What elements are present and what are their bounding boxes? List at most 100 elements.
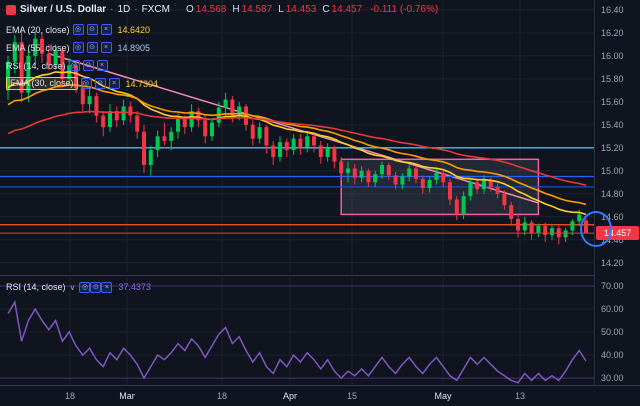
indicator-label[interactable]: EMA (30, close) xyxy=(6,77,78,90)
candle-body xyxy=(284,142,289,151)
candle-body xyxy=(264,127,269,146)
candle-body xyxy=(427,179,432,189)
candle-body xyxy=(108,111,112,128)
ema-line xyxy=(7,84,587,206)
pane-divider[interactable] xyxy=(0,275,640,276)
interval-label[interactable]: 1D xyxy=(117,4,131,15)
candle-body xyxy=(162,136,167,141)
price-chart-canvas[interactable] xyxy=(0,0,594,273)
candle-body xyxy=(87,96,92,105)
candle-body xyxy=(128,106,133,116)
rsi-icon-cluster: ◎ ⊙ × xyxy=(79,281,113,293)
candle-body xyxy=(393,175,398,185)
candle-body xyxy=(6,61,10,91)
candle-body xyxy=(101,115,106,128)
candle-body xyxy=(516,219,520,231)
indicator-label[interactable]: RSI (14, close) xyxy=(6,60,66,71)
symbol-title[interactable]: Silver / U.S. Dollar xyxy=(20,4,107,15)
price-axis-label: 14.60 xyxy=(601,211,624,222)
time-axis-label: Apr xyxy=(282,391,298,401)
rsi-axis-label: 40.00 xyxy=(601,350,624,361)
candle-body xyxy=(60,50,65,79)
close-icon[interactable]: × xyxy=(100,42,112,53)
indicator-label[interactable]: EMA (20, close) xyxy=(6,24,70,35)
close-icon[interactable]: × xyxy=(96,60,108,71)
candle-body xyxy=(543,225,548,236)
candle-body xyxy=(46,53,51,66)
exchange-label: FXCM xyxy=(141,4,170,15)
time-axis[interactable]: 18 Mar 18 Apr 15 May 13 xyxy=(0,386,640,406)
candle-body xyxy=(196,111,201,121)
close-icon[interactable]: × xyxy=(108,78,120,89)
price-axis-label: 14.80 xyxy=(601,188,624,199)
candle-body xyxy=(257,127,262,139)
candle-body xyxy=(135,115,140,132)
candle-body xyxy=(550,228,554,236)
eye-icon[interactable]: ◎ xyxy=(72,42,84,53)
candle-body xyxy=(529,222,534,233)
candle-body xyxy=(325,147,330,158)
candle-body xyxy=(536,225,541,233)
candle-body xyxy=(380,165,384,175)
candle-body xyxy=(176,119,180,132)
candle-body xyxy=(182,119,187,128)
gear-icon[interactable]: ⊙ xyxy=(90,282,102,293)
rsi-axis-label: 60.00 xyxy=(601,304,624,314)
high-label: H xyxy=(232,4,240,15)
low-value: 14.453 xyxy=(285,4,317,15)
price-axis-label: 16.00 xyxy=(601,50,624,61)
candle-body xyxy=(420,178,425,189)
time-axis-label: 18 xyxy=(64,391,76,401)
high-value: 14.587 xyxy=(241,4,273,15)
candle-body xyxy=(114,111,119,121)
candle-body xyxy=(203,120,208,137)
indicator-label[interactable]: EMA (55, close) xyxy=(6,42,70,53)
rsi-label[interactable]: RSI (14, close) xyxy=(6,282,66,292)
rsi-chart-canvas[interactable] xyxy=(0,277,594,385)
close-icon[interactable]: × xyxy=(100,24,112,35)
symbol-icon xyxy=(6,4,16,15)
candle-body xyxy=(339,161,344,174)
separator: · xyxy=(134,4,138,15)
eye-icon[interactable]: ◎ xyxy=(72,24,84,35)
separator: · xyxy=(110,4,114,15)
candle-body xyxy=(346,168,350,174)
candle-body xyxy=(461,196,466,215)
candle-body xyxy=(40,38,44,54)
candle-body xyxy=(230,99,235,116)
candle-body xyxy=(210,122,214,137)
candle-body xyxy=(53,50,58,66)
candle-body xyxy=(468,182,473,197)
indicator-value: 14.7304 xyxy=(125,78,159,89)
open-label: O xyxy=(185,4,194,15)
eye-icon[interactable]: ◎ xyxy=(79,282,91,293)
chevron-down-icon[interactable]: ∨ xyxy=(69,282,76,292)
gear-icon[interactable]: ⊙ xyxy=(86,42,98,53)
close-icon[interactable]: × xyxy=(101,282,113,293)
gear-icon[interactable]: ⊙ xyxy=(86,24,98,35)
candle-body xyxy=(448,182,452,200)
time-axis-label: 13 xyxy=(514,391,526,401)
price-axis[interactable]: 14.457 16.40 16.20 16.00 15.80 15.60 15.40 15.… xyxy=(594,0,640,385)
candle-body xyxy=(142,131,146,166)
time-axis-label: Mar xyxy=(119,391,135,401)
candle-body xyxy=(305,136,310,148)
candle-body xyxy=(80,88,85,105)
indicator-value: 14.8905 xyxy=(117,42,151,53)
candle-body xyxy=(509,205,514,220)
gear-icon[interactable]: ⊙ xyxy=(94,78,106,89)
candle-body xyxy=(502,193,507,206)
candle-body xyxy=(155,136,160,151)
eye-icon[interactable]: ◎ xyxy=(68,60,80,71)
time-axis-divider xyxy=(0,385,640,386)
rsi-axis-label: 50.00 xyxy=(601,327,624,338)
candle-body xyxy=(223,99,228,108)
candle-body xyxy=(563,230,568,238)
candle-body xyxy=(26,55,31,93)
candle-body xyxy=(522,222,527,231)
gear-icon[interactable]: ⊙ xyxy=(82,60,94,71)
eye-icon[interactable]: ◎ xyxy=(80,78,92,89)
candle-body xyxy=(570,221,575,231)
indicator-row: RSI (14, close) ◎ ⊙ × xyxy=(6,59,158,72)
